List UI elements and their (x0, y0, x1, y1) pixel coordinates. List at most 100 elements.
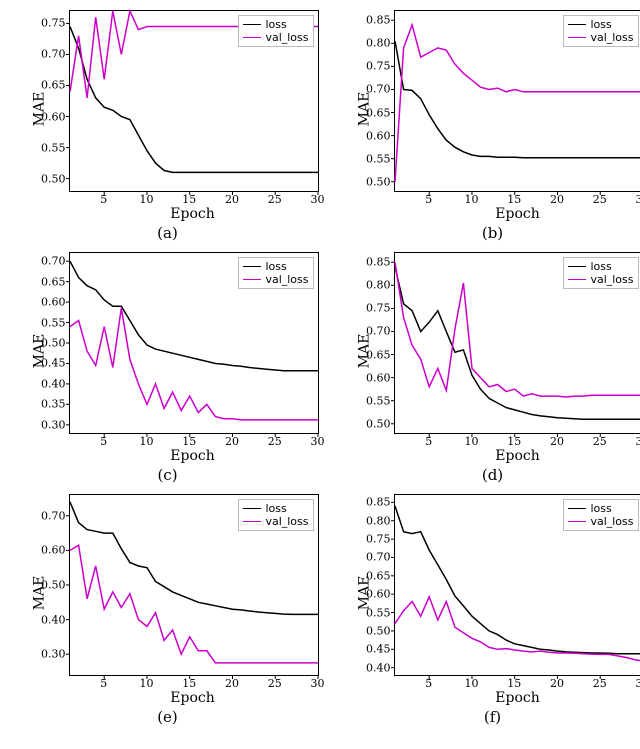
ytick-label: 0.85 (366, 256, 395, 269)
legend-val-loss-label: val_loss (265, 515, 308, 528)
xtick-label: 5 (100, 433, 107, 448)
xtick-label: 30 (311, 191, 325, 206)
legend: lossval_loss (563, 257, 638, 289)
legend-loss-label: loss (590, 502, 611, 515)
legend-val-loss-label: val_loss (265, 31, 308, 44)
xtick-label: 10 (139, 433, 153, 448)
y-axis-label: MAE (356, 92, 372, 127)
xtick-label: 25 (593, 675, 607, 690)
y-axis-label: MAE (31, 92, 47, 127)
x-axis-label: Epoch (394, 206, 640, 222)
loss-line (395, 41, 640, 158)
x-axis-label: Epoch (69, 206, 317, 222)
legend-loss-label: loss (265, 502, 286, 515)
legend: lossval_loss (238, 15, 313, 47)
xtick-label: 25 (593, 433, 607, 448)
xtick-label: 15 (507, 675, 521, 690)
plot-area: lossval_loss0.500.550.600.650.700.750.80… (394, 10, 640, 192)
xtick-label: 30 (311, 433, 325, 448)
ytick-label: 0.75 (366, 60, 395, 73)
ytick-label: 0.60 (41, 296, 70, 309)
y-axis-label: MAE (31, 334, 47, 369)
ytick-label: 0.60 (366, 129, 395, 142)
ytick-label: 0.80 (366, 37, 395, 50)
ytick-label: 0.65 (41, 79, 70, 92)
plot-area: lossval_loss0.300.350.400.450.500.550.60… (69, 252, 319, 434)
ytick-label: 0.70 (366, 551, 395, 564)
ytick-label: 0.50 (41, 172, 70, 185)
xtick-label: 20 (225, 675, 239, 690)
panel-e: lossval_loss0.300.400.500.600.7051015202… (10, 494, 325, 726)
loss-line (395, 267, 640, 419)
x-axis-label: Epoch (394, 448, 640, 464)
panel-caption: (f) (484, 708, 501, 726)
panel-d: lossval_loss0.500.550.600.650.700.750.80… (335, 252, 640, 484)
ytick-label: 0.70 (41, 509, 70, 522)
ytick-label: 0.30 (41, 418, 70, 431)
ytick-label: 0.30 (41, 648, 70, 661)
legend-loss-label: loss (590, 260, 611, 273)
legend-val-loss-label: val_loss (265, 273, 308, 286)
panel-b: lossval_loss0.500.550.600.650.700.750.80… (335, 10, 640, 242)
ytick-label: 0.60 (366, 371, 395, 384)
legend: lossval_loss (563, 499, 638, 531)
panel-caption: (e) (157, 708, 178, 726)
legend-loss-label: loss (590, 18, 611, 31)
ytick-label: 0.40 (41, 613, 70, 626)
plot-area: lossval_loss0.400.450.500.550.600.650.70… (394, 494, 640, 676)
xtick-label: 15 (182, 433, 196, 448)
panel-caption: (a) (157, 224, 178, 242)
ytick-label: 0.70 (41, 255, 70, 268)
xtick-label: 30 (311, 675, 325, 690)
ytick-label: 0.40 (41, 377, 70, 390)
ytick-label: 0.55 (366, 394, 395, 407)
ytick-label: 0.65 (41, 275, 70, 288)
ytick-label: 0.75 (366, 302, 395, 315)
xtick-label: 20 (550, 433, 564, 448)
xtick-label: 20 (225, 433, 239, 448)
legend: lossval_loss (563, 15, 638, 47)
val-loss-line (395, 597, 640, 661)
xtick-label: 10 (464, 675, 478, 690)
xtick-label: 15 (182, 191, 196, 206)
y-axis-label: MAE (31, 576, 47, 611)
xtick-label: 5 (425, 433, 432, 448)
legend-val-loss-label: val_loss (590, 31, 633, 44)
xtick-label: 5 (425, 675, 432, 690)
panel-caption: (b) (482, 224, 503, 242)
ytick-label: 0.75 (366, 533, 395, 546)
xtick-label: 30 (636, 191, 640, 206)
val-loss-line (70, 308, 318, 420)
ytick-label: 0.80 (366, 514, 395, 527)
legend-loss-label: loss (265, 260, 286, 273)
ytick-label: 0.55 (366, 152, 395, 165)
xtick-label: 25 (268, 191, 282, 206)
plot-area: lossval_loss0.500.550.600.650.700.755101… (69, 10, 319, 192)
xtick-label: 20 (550, 675, 564, 690)
ytick-label: 0.50 (366, 624, 395, 637)
ytick-label: 0.75 (41, 17, 70, 30)
xtick-label: 10 (139, 191, 153, 206)
ytick-label: 0.35 (41, 398, 70, 411)
xtick-label: 25 (268, 675, 282, 690)
y-axis-label: MAE (356, 576, 372, 611)
panel-a: lossval_loss0.500.550.600.650.700.755101… (10, 10, 325, 242)
ytick-label: 0.50 (366, 175, 395, 188)
panel-caption: (d) (482, 466, 503, 484)
xtick-label: 30 (636, 433, 640, 448)
panel-f: lossval_loss0.400.450.500.550.600.650.70… (335, 494, 640, 726)
xtick-label: 30 (636, 675, 640, 690)
ytick-label: 0.70 (41, 48, 70, 61)
y-axis-label: MAE (356, 334, 372, 369)
xtick-label: 25 (268, 433, 282, 448)
ytick-label: 0.80 (366, 279, 395, 292)
ytick-label: 0.45 (366, 643, 395, 656)
ytick-label: 0.85 (366, 14, 395, 27)
ytick-label: 0.55 (41, 141, 70, 154)
ytick-label: 0.85 (366, 496, 395, 509)
plot-area: lossval_loss0.500.550.600.650.700.750.80… (394, 252, 640, 434)
xtick-label: 20 (225, 191, 239, 206)
xtick-label: 15 (182, 675, 196, 690)
xtick-label: 5 (100, 675, 107, 690)
xtick-label: 5 (100, 191, 107, 206)
